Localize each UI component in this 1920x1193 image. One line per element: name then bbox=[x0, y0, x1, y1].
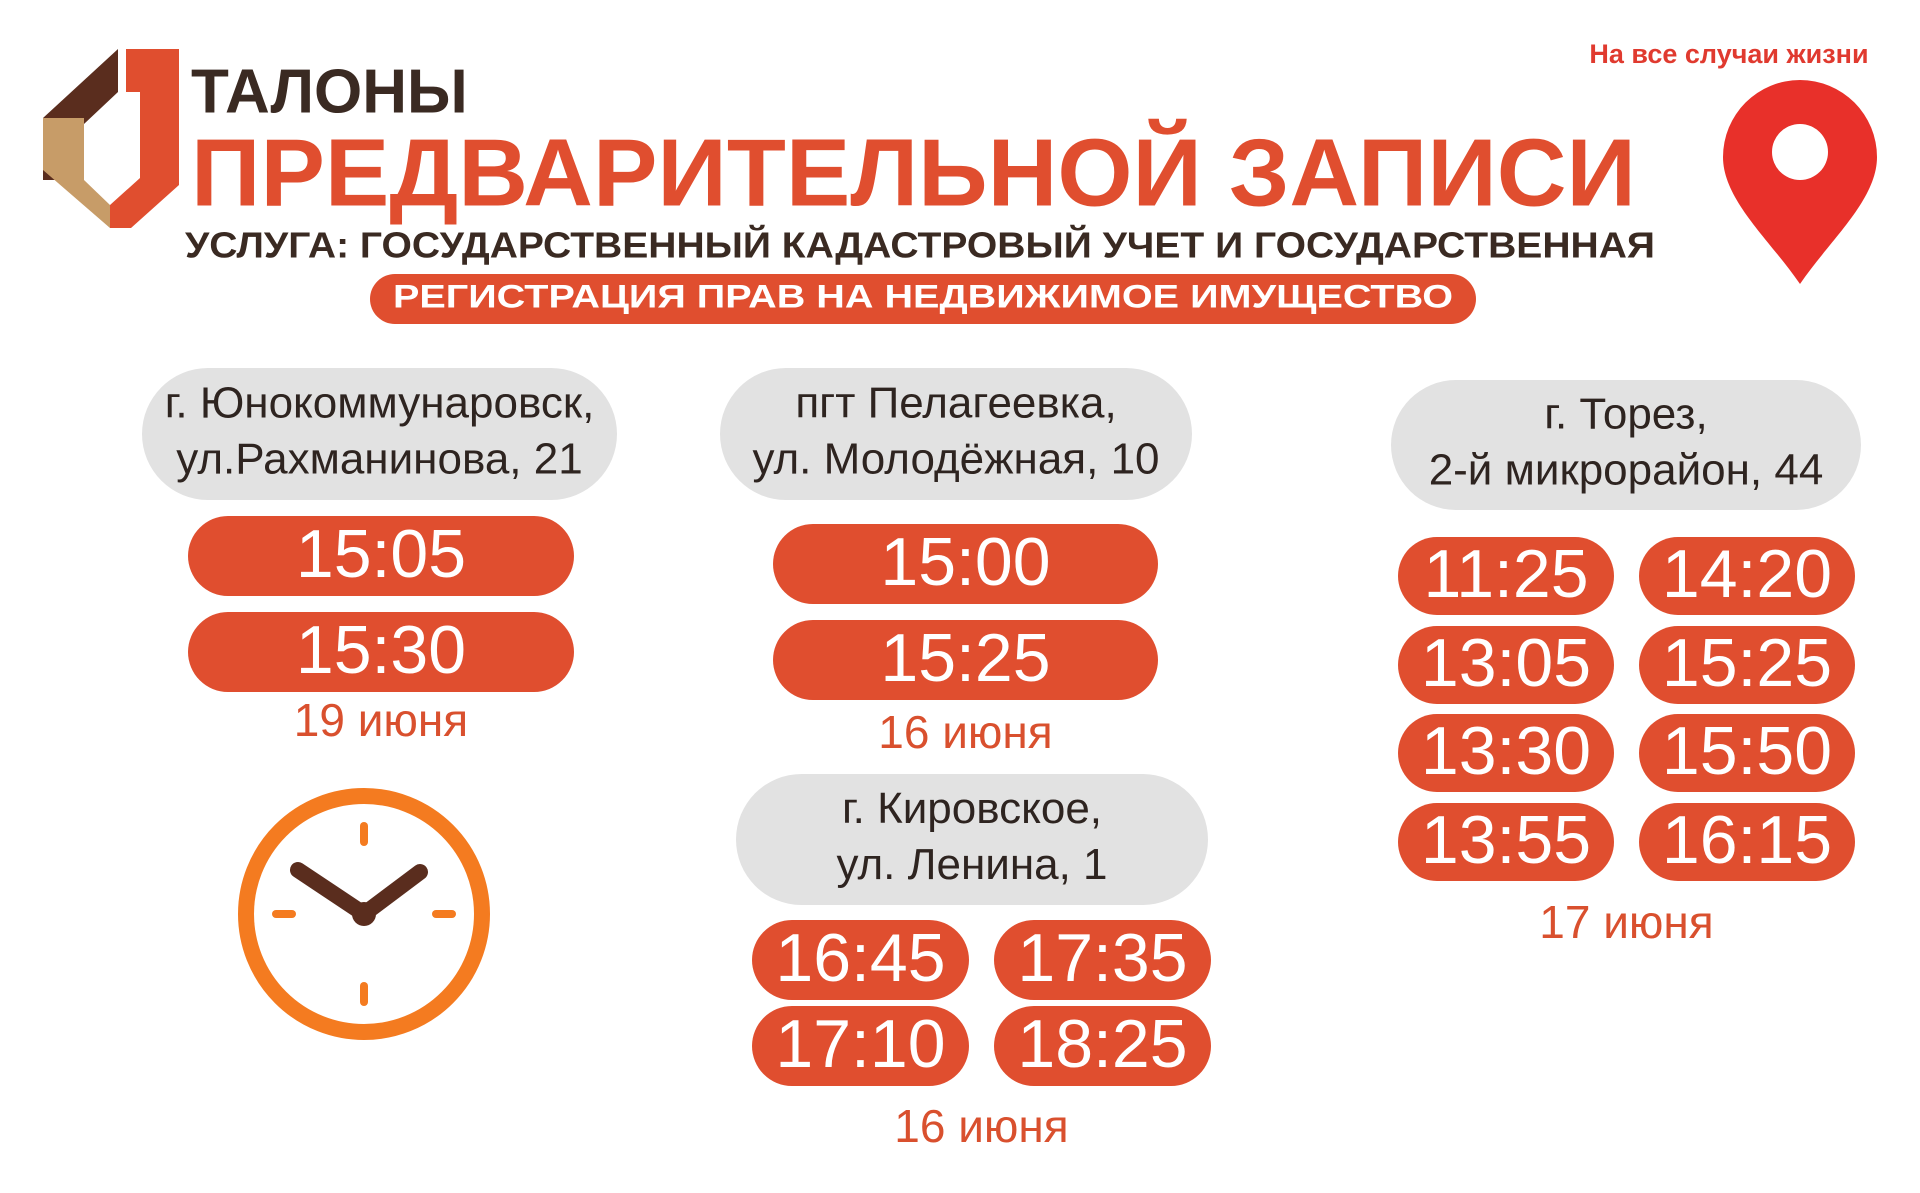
address-line: ул.Рахманинова, 21 bbox=[176, 435, 582, 484]
time-slot: 11:25 bbox=[1423, 536, 1588, 612]
address-line: пгт Пелагеевка, bbox=[795, 379, 1116, 428]
address-pill bbox=[736, 774, 1208, 905]
time-pill bbox=[1639, 626, 1855, 704]
time-pill bbox=[773, 524, 1158, 604]
address-pill bbox=[720, 368, 1192, 500]
time-pill bbox=[1398, 537, 1614, 615]
time-slot: 15:00 bbox=[880, 524, 1050, 600]
time-pill bbox=[1398, 714, 1614, 792]
time-pill bbox=[1639, 537, 1855, 615]
time-slot: 16:45 bbox=[775, 920, 945, 996]
service-pill bbox=[370, 274, 1476, 324]
map-pin bbox=[1723, 80, 1877, 284]
address-line: ул. Ленина, 1 bbox=[836, 840, 1107, 889]
time-slot: 17:35 bbox=[1017, 920, 1187, 996]
time-pill bbox=[752, 920, 969, 1000]
logo bbox=[43, 49, 179, 228]
time-slot: 13:05 bbox=[1421, 625, 1591, 701]
tagline: На все случаи жизни bbox=[1589, 39, 1868, 69]
date: 17 июня bbox=[1539, 896, 1713, 948]
address-line: г. Торез, bbox=[1544, 390, 1707, 439]
title-line2: ПРЕДВАРИТЕЛЬНОЙ ЗАПИСИ bbox=[191, 117, 1636, 226]
clock bbox=[238, 788, 490, 1040]
date: 16 июня bbox=[878, 706, 1052, 758]
service-line1: УСЛУГА: ГОСУДАРСТВЕННЫЙ КАДАСТРОВЫЙ УЧЕТ… bbox=[185, 224, 1655, 266]
time-slot: 15:05 bbox=[296, 516, 466, 592]
time-pill bbox=[773, 620, 1158, 700]
time-slot: 16:15 bbox=[1662, 802, 1832, 878]
time-slot: 14:20 bbox=[1662, 536, 1832, 612]
time-pill bbox=[752, 1006, 969, 1086]
time-pill bbox=[994, 920, 1211, 1000]
time-pill bbox=[1398, 626, 1614, 704]
time-pill bbox=[188, 612, 574, 692]
address-pill bbox=[142, 368, 617, 500]
time-pill bbox=[1398, 803, 1614, 881]
date: 19 июня bbox=[294, 694, 468, 746]
time-pill bbox=[188, 516, 574, 596]
address-line: г. Юнокоммунаровск, bbox=[165, 379, 595, 428]
time-pill bbox=[1639, 803, 1855, 881]
title-line1: ТАЛОНЫ bbox=[191, 57, 468, 126]
time-slot: 15:25 bbox=[880, 620, 1050, 696]
address-line: г. Кировское, bbox=[842, 784, 1102, 833]
time-slot: 18:25 bbox=[1017, 1006, 1187, 1082]
time-slot: 15:25 bbox=[1662, 625, 1832, 701]
time-pill bbox=[994, 1006, 1211, 1086]
address-line: ул. Молодёжная, 10 bbox=[752, 435, 1159, 484]
time-slot: 15:50 bbox=[1662, 713, 1832, 789]
time-slot: 13:30 bbox=[1421, 713, 1591, 789]
time-pill bbox=[1639, 714, 1855, 792]
date: 16 июня bbox=[894, 1100, 1068, 1152]
time-slot: 17:10 bbox=[775, 1006, 945, 1082]
service-line2: РЕГИСТРАЦИЯ ПРАВ НА НЕДВИЖИМОЕ ИМУЩЕСТВО bbox=[393, 278, 1453, 314]
address-pill bbox=[1391, 380, 1861, 510]
time-slot: 13:55 bbox=[1421, 802, 1591, 878]
time-slot: 15:30 bbox=[296, 612, 466, 688]
address-line: 2-й микрорайон, 44 bbox=[1429, 446, 1824, 495]
